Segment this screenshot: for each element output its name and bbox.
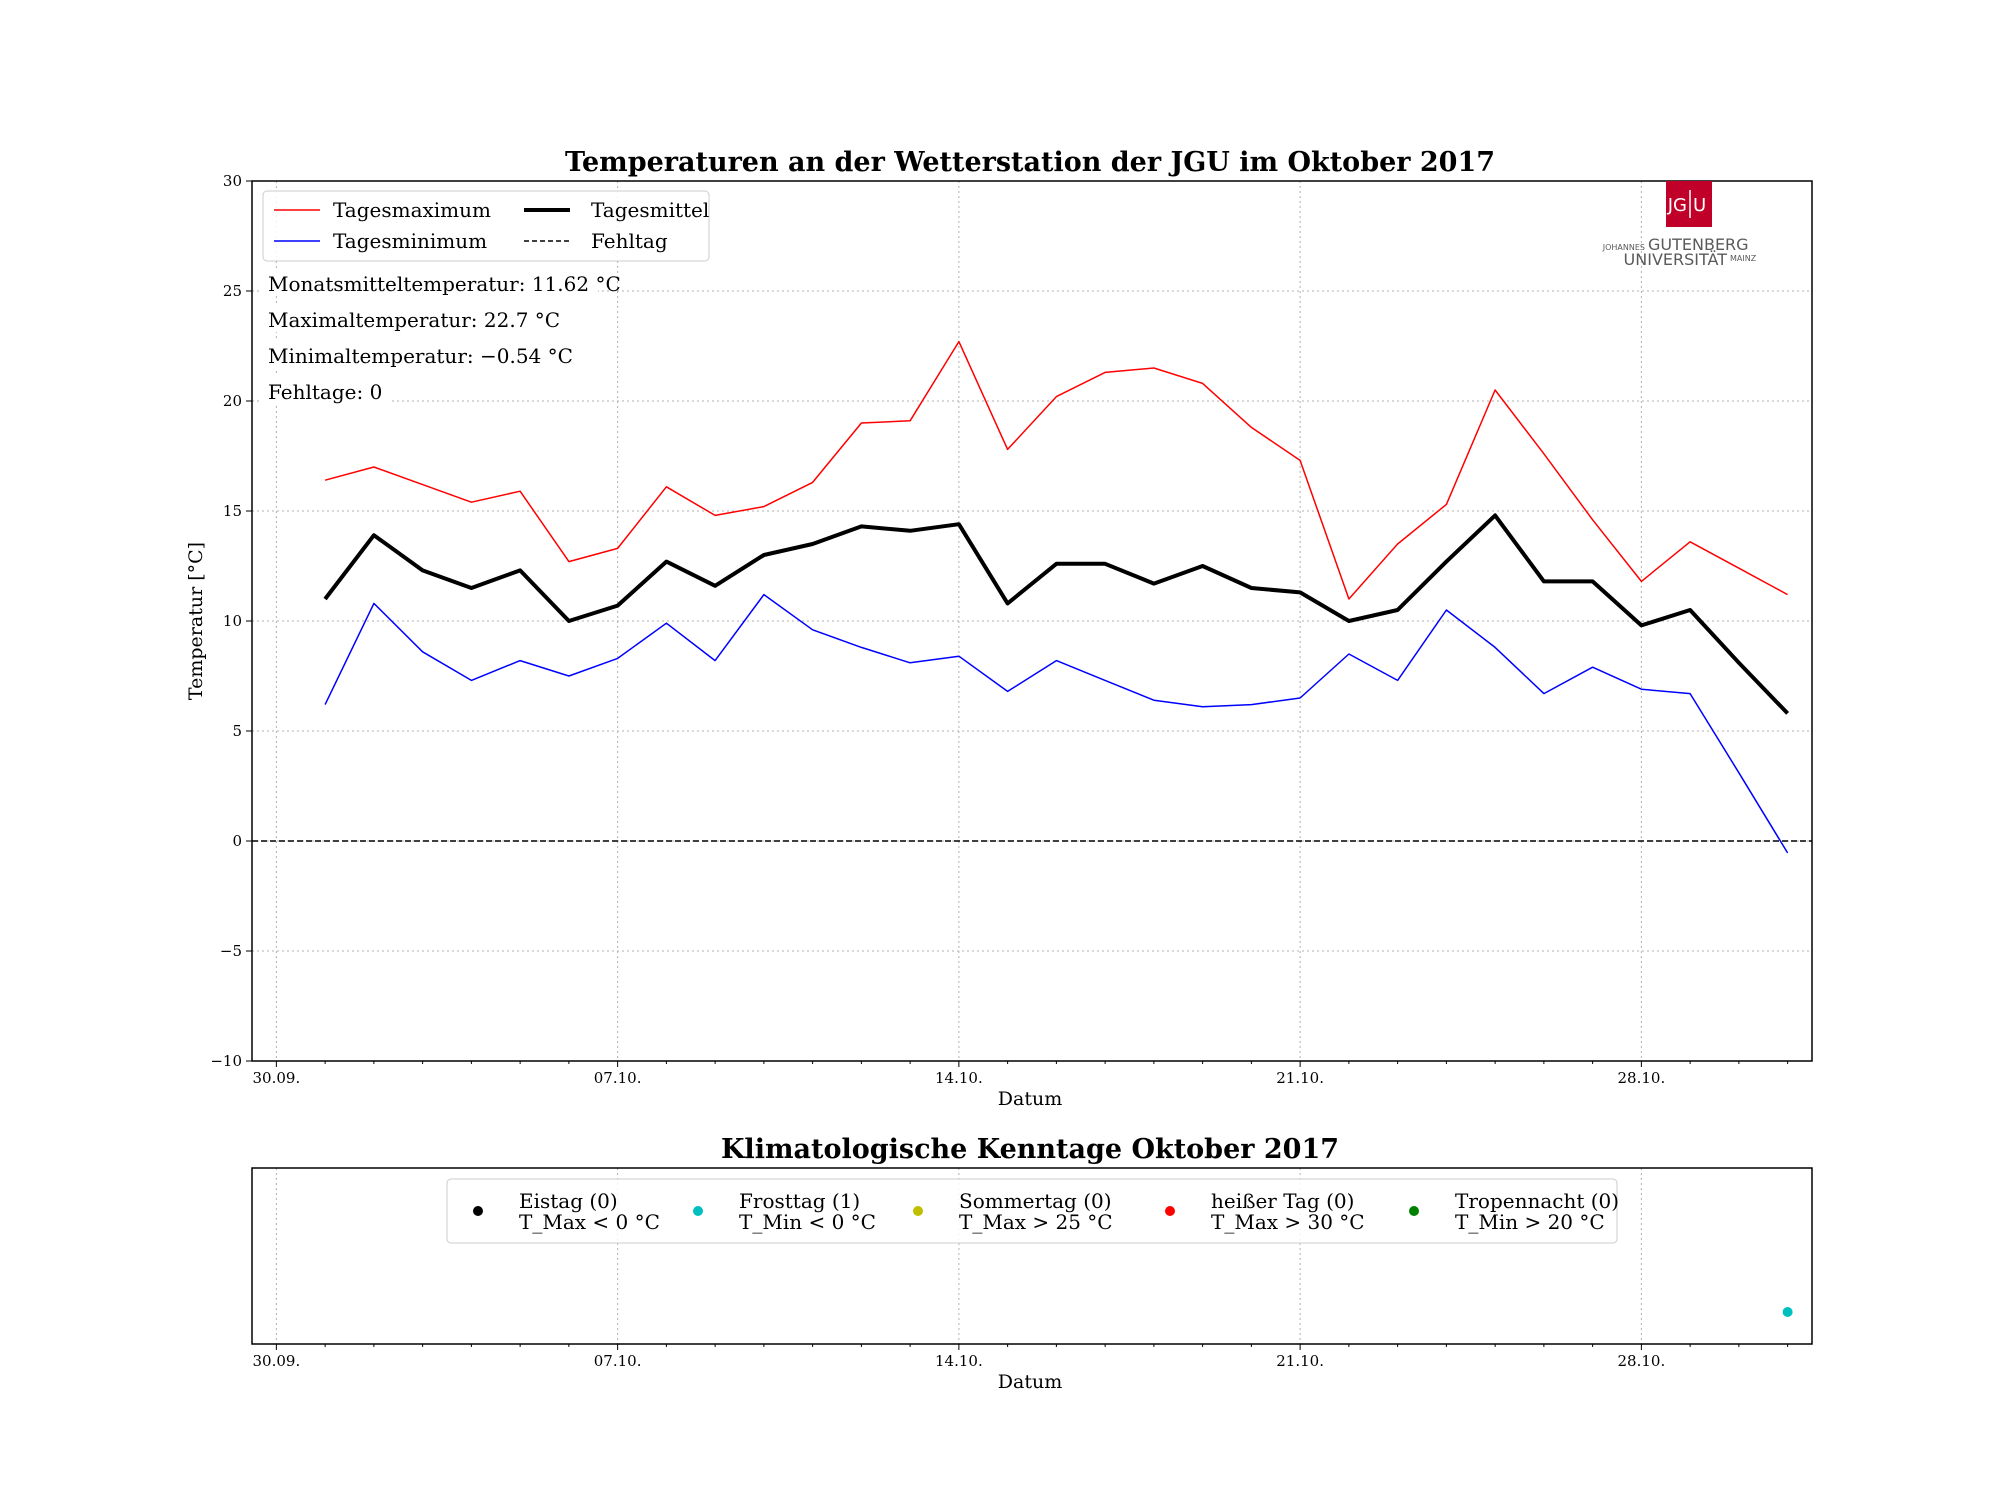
kenntage-x-ticks: 30.09. 07.10. 14.10. 21.10. 28.10.	[253, 1344, 1789, 1370]
logo-monogram-right: U	[1693, 195, 1706, 216]
kenntage-legend-marker	[913, 1206, 923, 1216]
kenntage-points	[1782, 1307, 1793, 1317]
y-tick-label: 20	[223, 392, 242, 410]
x-tick-label: 28.10.	[1618, 1069, 1666, 1087]
x-tick-label: 21.10.	[1276, 1069, 1324, 1087]
series-line-tagesmaximum	[324, 340, 1788, 600]
y-tick-label: −10	[210, 1052, 242, 1070]
kenntage-legend-marker	[1409, 1206, 1419, 1216]
stat-bg	[262, 268, 598, 296]
x-tick-label: 07.10.	[594, 1069, 642, 1087]
legend-label-tagesminimum: Tagesminimum	[333, 229, 487, 253]
kenntage-legend-frame	[446, 1178, 1618, 1244]
y-tick-label: 0	[232, 832, 242, 850]
kenntage-legend-name: Tropennacht (0)	[1455, 1189, 1619, 1213]
kenntage-chart-title: Klimatologische Kenntage Oktober 2017	[721, 1134, 1339, 1165]
stat-minimal: Minimaltemperatur: −0.54 °C	[268, 344, 573, 368]
x-tick-label: 30.09.	[253, 1069, 301, 1087]
y-tick-label: 5	[232, 722, 242, 740]
kenntage-legend-condition: T_Max < 0 °C	[519, 1210, 660, 1234]
legend-label-tagesmittel: Tagesmittel	[591, 198, 709, 222]
stat-fehltage: Fehltage: 0	[268, 380, 382, 404]
kenntage-legend-marker	[473, 1206, 483, 1216]
main-series	[252, 340, 1812, 854]
kenntage-legend-name: Frosttag (1)	[739, 1189, 860, 1213]
stat-bg	[262, 340, 560, 368]
kenntage-x-tick-label: 30.09.	[253, 1352, 301, 1370]
jgu-logo: JG U JOHANNES GUTENBERG UNIVERSITÄT MAIN…	[1602, 181, 1757, 269]
logo-monogram-left: JG	[1667, 195, 1687, 216]
kenntage-point	[1782, 1307, 1793, 1317]
kenntage-legend-marker	[1165, 1206, 1175, 1216]
kenntage-legend-condition: T_Max > 25 °C	[959, 1210, 1113, 1234]
logo-text-gutenberg: GUTENBERG	[1648, 235, 1749, 254]
y-tick-label: 15	[223, 502, 242, 520]
stat-monatsmittel: Monatsmitteltemperatur: 11.62 °C	[268, 272, 621, 296]
main-y-axis-label: Temperatur [°C]	[185, 542, 207, 700]
main-x-axis-label: Datum	[998, 1088, 1062, 1110]
stat-bg	[262, 304, 544, 332]
logo-monogram-box	[1666, 181, 1712, 227]
kenntage-x-tick-label: 07.10.	[594, 1352, 642, 1370]
legend-label-tagesmaximum: Tagesmaximum	[333, 198, 491, 222]
series-line-tagesmittel	[323, 513, 1790, 715]
kenntage-legend-condition: T_Max > 30 °C	[1211, 1210, 1365, 1234]
main-chart-title: Temperaturen an der Wetterstation der JG…	[565, 147, 1495, 178]
kenntage-x-axis-label: Datum	[998, 1371, 1062, 1393]
kenntage-legend-name: Eistag (0)	[519, 1189, 618, 1213]
logo-text-johannes: JOHANNES	[1602, 243, 1645, 252]
main-x-ticks: 30.09. 07.10. 14.10. 21.10. 28.10.	[253, 1061, 1789, 1087]
logo-text-mainz: MAINZ	[1730, 254, 1757, 263]
kenntage-legend-condition: T_Min > 20 °C	[1455, 1210, 1605, 1234]
main-legend: Tagesmaximum Tagesminimum Tagesmittel Fe…	[262, 190, 710, 262]
kenntage-legend-condition: T_Min < 0 °C	[739, 1210, 876, 1234]
kenntage-x-tick-label: 28.10.	[1618, 1352, 1666, 1370]
kenntage-legend-name: Sommertag (0)	[959, 1189, 1112, 1213]
kenntage-x-tick-label: 21.10.	[1276, 1352, 1324, 1370]
stat-maximal: Maximaltemperatur: 22.7 °C	[268, 308, 560, 332]
y-tick-label: 10	[223, 612, 242, 630]
stat-bg	[262, 376, 390, 404]
main-y-ticks: −10 −5 0 5 10 15 20 25 30	[210, 172, 252, 1070]
stats-annotations: Monatsmitteltemperatur: 11.62 °C Maximal…	[262, 268, 621, 404]
kenntage-plot-frame	[251, 1167, 1813, 1345]
x-tick-label: 14.10.	[935, 1069, 983, 1087]
y-tick-label: 25	[223, 282, 242, 300]
y-tick-label: 30	[223, 172, 242, 190]
kenntage-legend-marker	[693, 1206, 703, 1216]
y-tick-label: −5	[220, 942, 242, 960]
kenntage-x-tick-label: 14.10.	[935, 1352, 983, 1370]
legend-frame	[262, 190, 710, 262]
series-line-tagesminimum	[324, 593, 1789, 854]
kenntage-grid	[275, 1168, 1642, 1344]
legend-label-fehltag: Fehltag	[591, 229, 668, 253]
logo-text-universitaet: UNIVERSITÄT	[1624, 250, 1728, 269]
kenntage-legend-name: heißer Tag (0)	[1211, 1189, 1354, 1213]
